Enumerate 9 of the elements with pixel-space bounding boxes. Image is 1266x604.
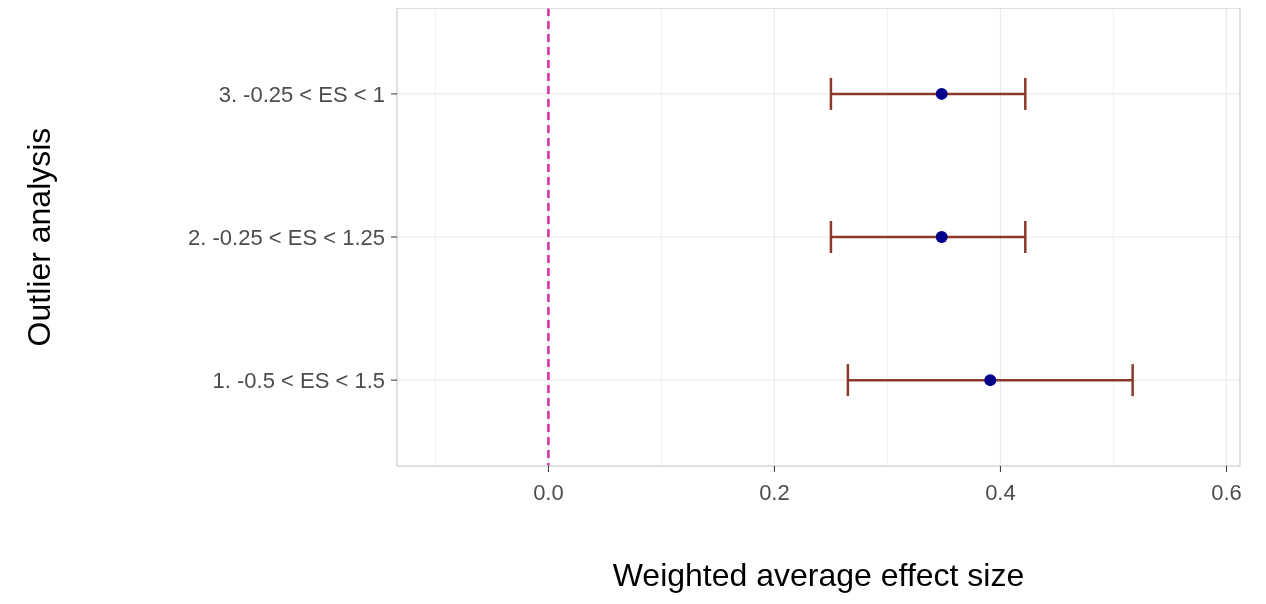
- y-tick-label: 2. -0.25 < ES < 1.25: [188, 225, 385, 250]
- x-tick-label: 0.0: [533, 480, 564, 505]
- x-tick-label: 0.2: [759, 480, 790, 505]
- y-axis-title: Outlier analysis: [21, 127, 57, 347]
- x-tick-label: 0.4: [985, 480, 1016, 505]
- y-tick-label: 1. -0.5 < ES < 1.5: [212, 368, 385, 394]
- x-axis-title: Weighted average effect size: [612, 557, 1025, 593]
- y-tick-label: 3. -0.25 < ES < 1: [218, 81, 385, 107]
- x-tick-label: 0.6: [1211, 480, 1242, 505]
